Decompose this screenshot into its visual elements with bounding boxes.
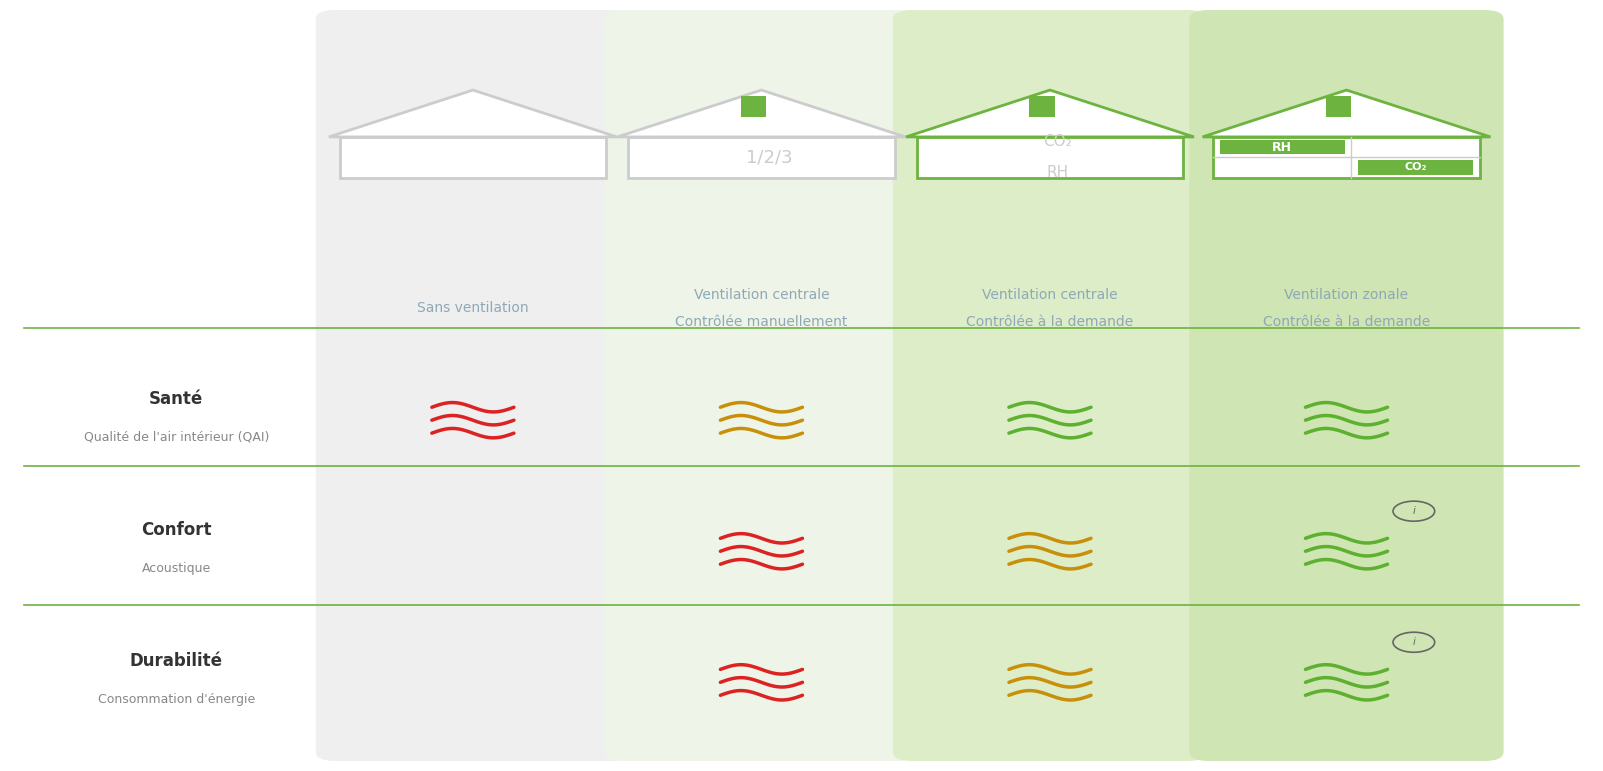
Text: Qualité de l'air intérieur (QAI): Qualité de l'air intérieur (QAI) <box>83 431 269 443</box>
Text: Sans ventilation: Sans ventilation <box>417 301 529 315</box>
Text: Contrôlée à la demande: Contrôlée à la demande <box>967 315 1133 329</box>
Text: Durabilité: Durabilité <box>130 651 223 670</box>
Text: i: i <box>1412 638 1415 647</box>
Text: RH: RH <box>1047 165 1069 180</box>
FancyBboxPatch shape <box>1326 96 1351 117</box>
FancyBboxPatch shape <box>604 10 919 761</box>
FancyBboxPatch shape <box>316 10 630 761</box>
FancyBboxPatch shape <box>1358 160 1473 174</box>
FancyBboxPatch shape <box>917 137 1183 177</box>
Text: Ventilation centrale: Ventilation centrale <box>983 288 1117 301</box>
Polygon shape <box>1202 90 1491 137</box>
FancyBboxPatch shape <box>1189 10 1504 761</box>
FancyBboxPatch shape <box>340 137 606 177</box>
Text: Ventilation centrale: Ventilation centrale <box>694 288 829 301</box>
FancyBboxPatch shape <box>1220 140 1345 154</box>
FancyBboxPatch shape <box>1213 137 1480 177</box>
Text: Confort: Confort <box>141 520 212 539</box>
Text: Consommation d'énergie: Consommation d'énergie <box>98 693 255 705</box>
Text: CO₂: CO₂ <box>1044 134 1072 150</box>
Text: 1/2/3: 1/2/3 <box>745 148 793 167</box>
FancyBboxPatch shape <box>1029 96 1055 117</box>
Text: Santé: Santé <box>149 389 204 408</box>
FancyBboxPatch shape <box>628 137 894 177</box>
Text: Contrôlée manuellement: Contrôlée manuellement <box>675 315 848 329</box>
Polygon shape <box>329 90 617 137</box>
Text: Contrôlée à la demande: Contrôlée à la demande <box>1263 315 1430 329</box>
Polygon shape <box>906 90 1194 137</box>
Text: i: i <box>1412 507 1415 516</box>
Polygon shape <box>617 90 906 137</box>
FancyBboxPatch shape <box>893 10 1207 761</box>
Text: RH: RH <box>1273 140 1292 153</box>
Text: Ventilation zonale: Ventilation zonale <box>1284 288 1409 301</box>
Text: CO₂: CO₂ <box>1404 163 1427 173</box>
FancyBboxPatch shape <box>741 96 766 117</box>
Text: Acoustique: Acoustique <box>141 562 212 574</box>
